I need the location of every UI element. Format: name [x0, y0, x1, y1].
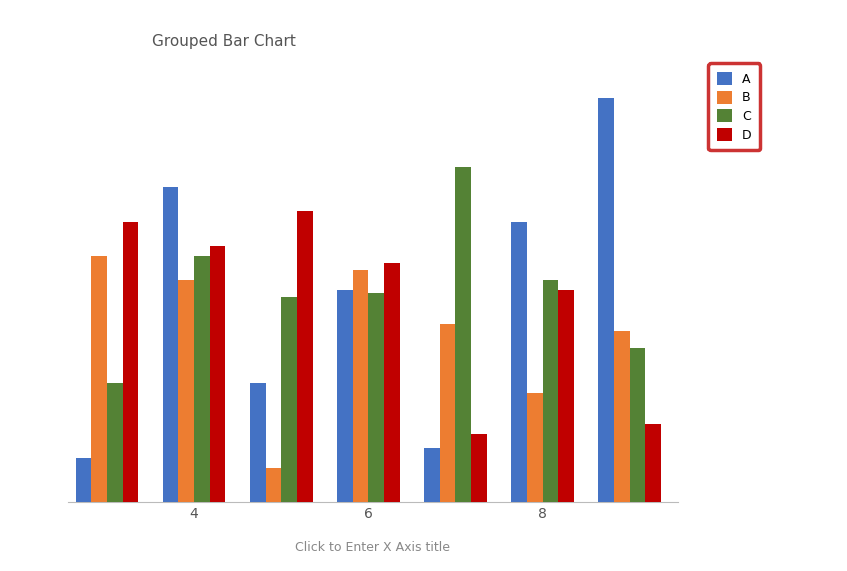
Bar: [558, 290, 574, 502]
Bar: [107, 383, 123, 502]
Bar: [250, 383, 265, 502]
Bar: [456, 167, 471, 502]
Bar: [210, 246, 225, 502]
Bar: [368, 293, 384, 502]
Bar: [384, 263, 400, 502]
Bar: [265, 468, 281, 502]
Bar: [614, 331, 629, 502]
Bar: [440, 324, 456, 502]
Bar: [471, 434, 487, 502]
Bar: [352, 270, 368, 502]
Text: Grouped Bar Chart: Grouped Bar Chart: [152, 34, 296, 49]
Bar: [337, 290, 352, 502]
Bar: [91, 256, 107, 502]
Bar: [527, 393, 543, 502]
Bar: [512, 222, 527, 502]
Bar: [424, 448, 440, 502]
Bar: [543, 280, 558, 502]
Bar: [645, 424, 661, 502]
Bar: [598, 98, 614, 502]
Bar: [75, 458, 91, 502]
Text: Click to Enter X Axis title: Click to Enter X Axis title: [296, 541, 450, 554]
Bar: [194, 256, 210, 502]
Bar: [281, 297, 297, 502]
Legend: A, B, C, D: A, B, C, D: [708, 63, 761, 150]
Bar: [123, 222, 138, 502]
Bar: [629, 348, 645, 502]
Bar: [179, 280, 194, 502]
Bar: [297, 211, 313, 502]
Bar: [163, 187, 179, 502]
